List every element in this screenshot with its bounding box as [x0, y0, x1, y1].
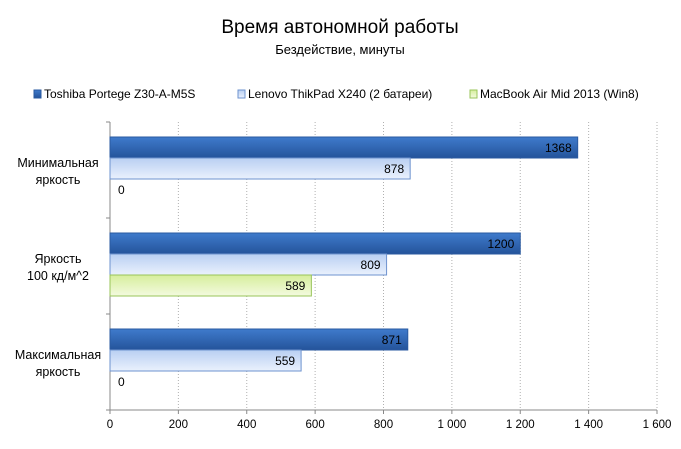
bar [109, 349, 302, 372]
category-label: яркость [36, 173, 81, 187]
category-label: 100 кд/м^2 [27, 269, 89, 283]
bar [109, 253, 388, 276]
data-label: 1200 [488, 237, 515, 251]
x-tick-label: 1 200 [506, 419, 535, 431]
category-label: яркость [36, 365, 81, 379]
x-tick-label: 800 [374, 419, 393, 431]
x-tick-label: 1 400 [574, 419, 603, 431]
legend-label: Lenovo ThikPad X240 (2 батареи) [248, 87, 432, 101]
legend-label: Toshiba Portege Z30-A-M5S [44, 87, 195, 101]
data-label: 1368 [545, 141, 572, 155]
x-tick-label: 400 [237, 419, 256, 431]
legend-swatch [237, 89, 246, 99]
x-tick-label: 600 [306, 419, 325, 431]
data-label: 809 [361, 258, 381, 272]
legend-swatch [33, 89, 42, 99]
x-tick-label: 200 [169, 419, 188, 431]
x-tick-label: 1 000 [437, 419, 466, 431]
data-label: 559 [275, 354, 295, 368]
data-label: 589 [285, 279, 305, 293]
bar [109, 232, 521, 255]
chart-title: Время автономной работы [221, 17, 458, 38]
data-label: 871 [382, 333, 402, 347]
legend-label: MacBook Air Mid 2013 (Win8) [480, 87, 639, 101]
x-tick-label: 0 [107, 419, 113, 431]
chart-subtitle: Бездействие, минуты [275, 42, 404, 57]
x-tick-label: 1 600 [643, 419, 672, 431]
bar [109, 274, 312, 297]
legend-swatch [469, 89, 478, 99]
data-label: 878 [384, 162, 404, 176]
bar [109, 136, 579, 159]
bar [109, 157, 411, 180]
category-label: Яркость [34, 252, 81, 266]
data-label: 0 [118, 183, 125, 197]
category-label: Максимальная [15, 348, 101, 362]
bar [109, 328, 409, 351]
category-label: Минимальная [17, 156, 98, 170]
data-label: 0 [118, 375, 125, 389]
